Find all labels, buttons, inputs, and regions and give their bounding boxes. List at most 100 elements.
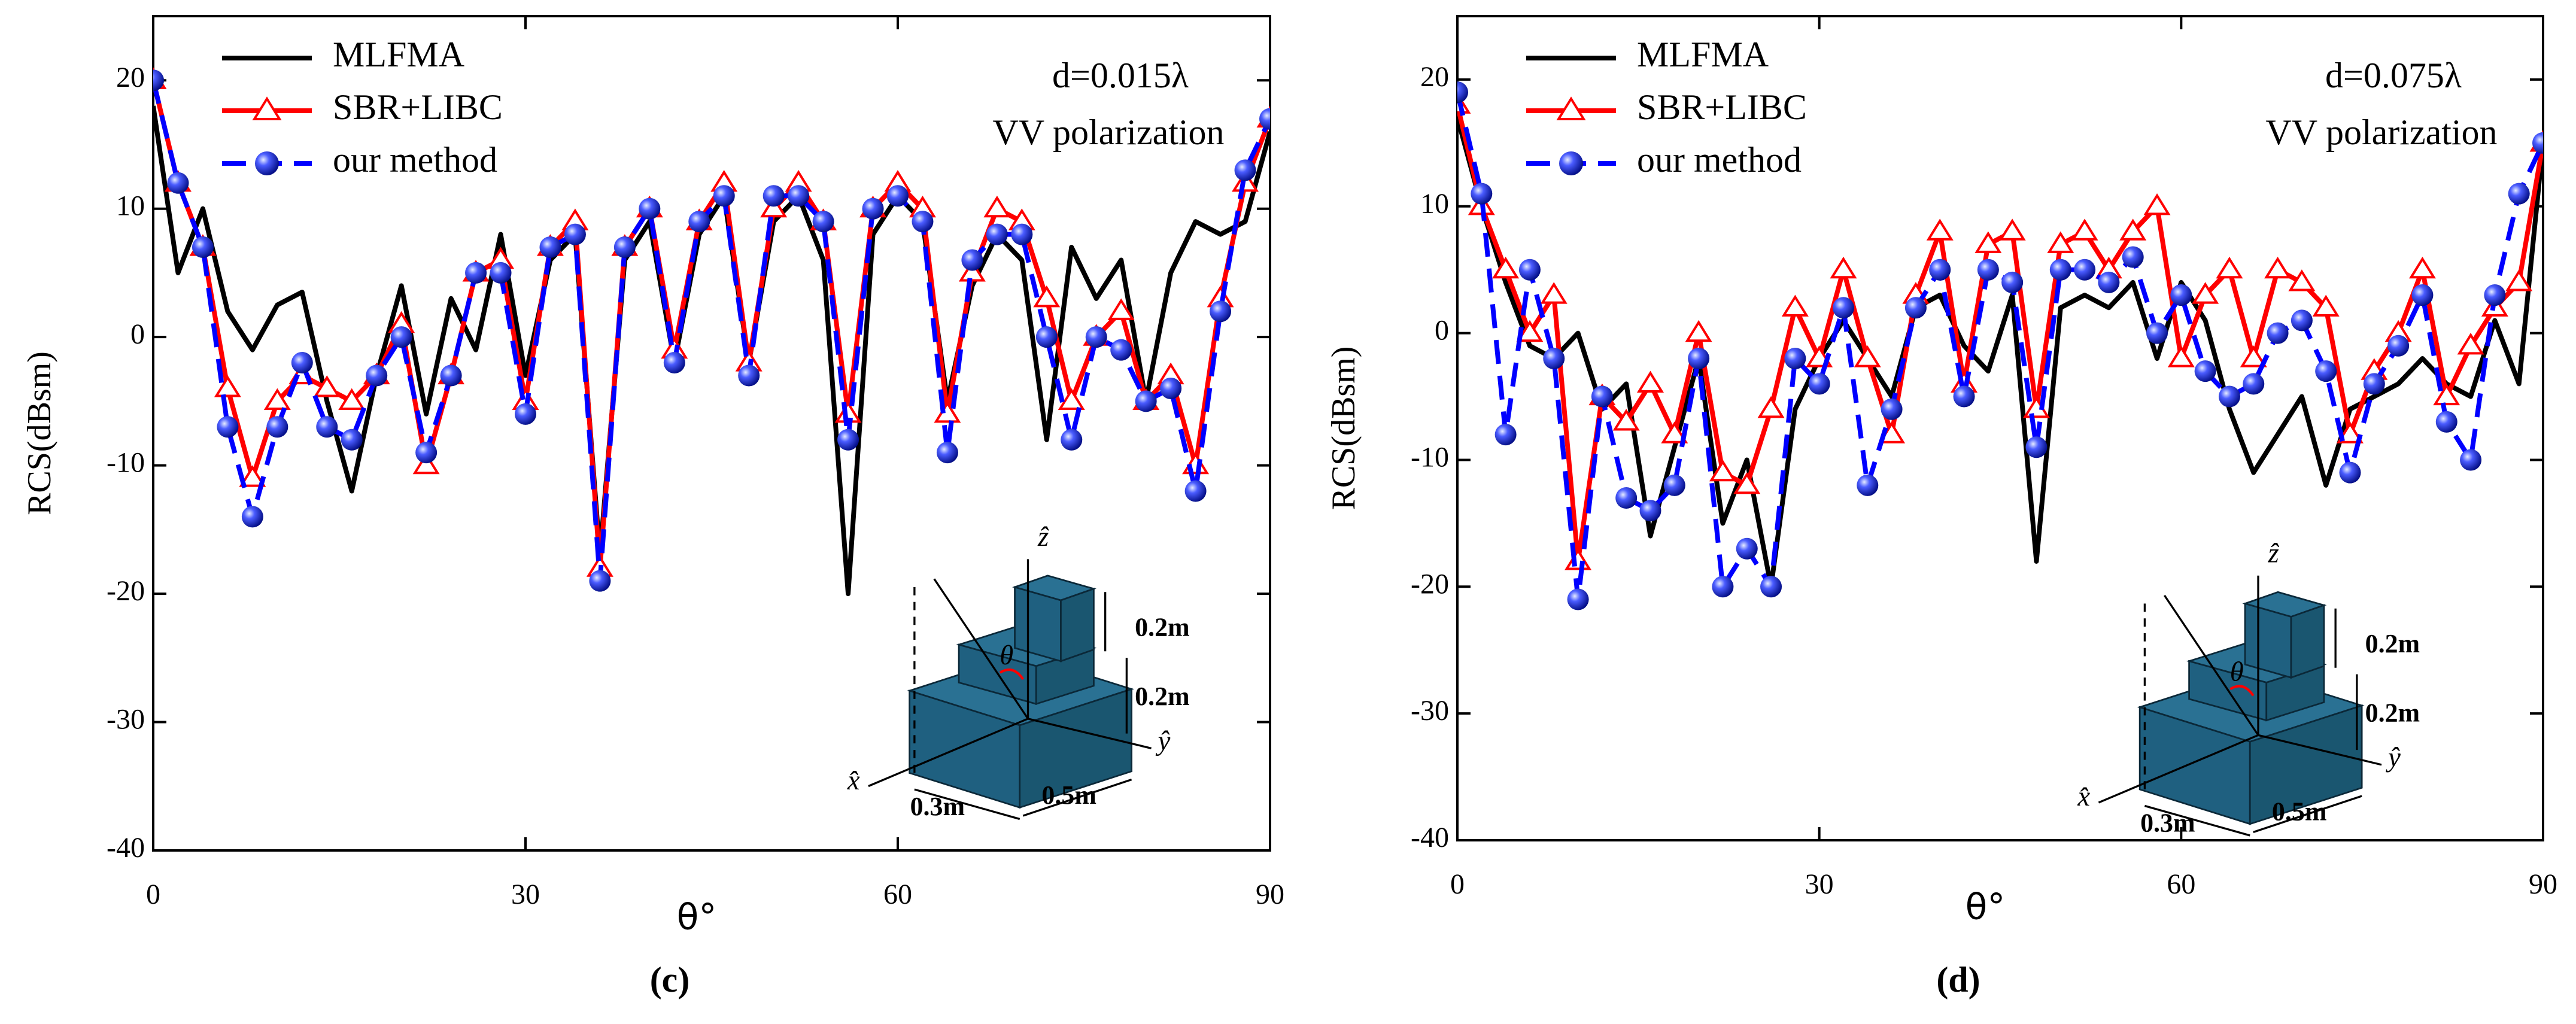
triangle-marker xyxy=(313,375,341,397)
inset-label: ẑ xyxy=(1037,521,1049,552)
triangle-marker xyxy=(1182,452,1210,475)
triangle-marker xyxy=(2216,256,2243,279)
sphere-marker xyxy=(1210,300,1232,323)
panel: -40 -30 -20 -10 0 10 20 0 30 60 90 θ° RCS(dBsm) (d) ML… xyxy=(1325,15,2557,999)
series-line xyxy=(153,80,1270,584)
triangle-marker xyxy=(983,195,1011,218)
sphere-marker xyxy=(2146,322,2168,344)
sphere-marker xyxy=(1736,537,1758,560)
sphere-marker xyxy=(153,69,164,92)
triangle-marker xyxy=(1830,256,1857,279)
sphere-marker xyxy=(1259,108,1270,130)
inset-label: 0.2m xyxy=(2365,698,2420,727)
inset-line xyxy=(2144,804,2250,837)
sphere-marker xyxy=(1760,576,1782,598)
sphere-marker xyxy=(1808,373,1830,395)
triangle-marker xyxy=(214,375,241,397)
y-axis-label: RCS(dBsm) xyxy=(1325,347,1362,511)
legend-label: SBR+LIBC xyxy=(1637,87,1807,127)
triangle-marker xyxy=(958,260,986,282)
sphere-marker xyxy=(613,236,636,259)
inset-label: x̂ xyxy=(847,765,860,796)
triangle-marker xyxy=(2312,294,2340,317)
x-axis-label: θ° xyxy=(677,897,717,938)
y-tick-label: 10 xyxy=(1420,188,1449,220)
legend-label: MLFMA xyxy=(1637,35,1769,74)
y-axis-label: RCS(dBsm) xyxy=(21,351,58,515)
sphere-marker xyxy=(2122,246,2144,268)
triangle-marker xyxy=(1107,298,1135,320)
sphere-marker xyxy=(2218,385,2240,408)
sphere-marker xyxy=(2001,271,2024,293)
legend-label: MLFMA xyxy=(333,35,464,74)
triangle-marker xyxy=(760,195,788,218)
sphere-marker xyxy=(2025,436,2048,458)
sphere-marker xyxy=(2170,284,2192,306)
sphere-marker xyxy=(2387,335,2410,357)
x-tick-label: 60 xyxy=(883,879,912,910)
inset-line xyxy=(2098,734,2259,804)
sphere-marker xyxy=(1832,297,1854,319)
sphere-marker xyxy=(837,429,859,451)
sphere-marker xyxy=(2194,360,2216,382)
sphere-marker xyxy=(390,326,412,348)
y-tick-label: 0 xyxy=(1435,315,1449,347)
sphere-marker xyxy=(1904,297,1927,319)
annotation: d=0.075λ xyxy=(2325,56,2462,95)
legend-label: our method xyxy=(1637,140,1802,180)
inset-line xyxy=(2253,795,2362,834)
x-tick-label: 30 xyxy=(1805,868,1834,900)
inset-line xyxy=(2163,594,2259,736)
sphere-marker xyxy=(1663,474,1685,496)
legend-marker xyxy=(1556,96,1586,120)
sphere-marker xyxy=(241,506,263,528)
sphere-marker xyxy=(2243,373,2265,395)
triangle-marker xyxy=(2337,421,2364,443)
sphere-marker xyxy=(1953,385,1975,408)
triangle-marker xyxy=(2071,218,2098,241)
y-tick-label: 0 xyxy=(130,318,145,350)
triangle-marker xyxy=(2457,332,2484,355)
sphere-marker xyxy=(1234,159,1256,181)
sphere-marker xyxy=(2363,373,2385,395)
triangle-marker xyxy=(2192,282,2219,304)
x-tick-label: 0 xyxy=(146,879,160,910)
plot-frame xyxy=(152,15,1271,852)
inset-label: 0.3m xyxy=(2140,809,2195,838)
sphere-marker xyxy=(490,262,512,284)
annotation: VV polarization xyxy=(2265,113,2497,152)
sphere-marker xyxy=(2291,309,2313,332)
legend-label: our method xyxy=(333,140,497,180)
sphere-marker xyxy=(1712,576,1734,598)
inset-label: ŷ xyxy=(1156,725,1171,756)
triangle-marker xyxy=(2167,345,2195,367)
x-tick-label: 90 xyxy=(2529,868,2557,900)
triangle-marker xyxy=(263,388,291,410)
y-tick-label: -40 xyxy=(107,832,145,864)
inset-label: 0.2m xyxy=(1135,682,1190,711)
sphere-marker xyxy=(465,262,487,284)
triangle-marker xyxy=(239,465,266,487)
block-face xyxy=(2290,604,2325,679)
sphere-marker xyxy=(639,197,661,220)
sphere-marker xyxy=(1543,347,1565,369)
sphere-marker xyxy=(1471,183,1493,205)
triangle-marker xyxy=(2240,345,2267,367)
y-tick-label: -20 xyxy=(107,575,145,607)
triangle-marker xyxy=(1709,459,1736,482)
triangle-marker xyxy=(1974,231,2002,253)
triangle-marker xyxy=(1733,472,1761,494)
sphere-marker xyxy=(2532,132,2543,154)
sphere-marker xyxy=(440,364,462,387)
sphere-marker xyxy=(2339,461,2361,484)
inset-line xyxy=(868,718,1029,788)
triangle-marker xyxy=(1781,294,1809,317)
sphere-marker xyxy=(515,403,536,425)
x-tick-label: 60 xyxy=(2167,868,2195,900)
sphere-marker xyxy=(1061,429,1083,451)
sphere-marker xyxy=(415,442,438,464)
sphere-marker xyxy=(1591,385,1613,408)
triangle-marker xyxy=(1661,421,1688,443)
sphere-marker xyxy=(217,416,239,438)
legend-marker xyxy=(1559,151,1583,175)
